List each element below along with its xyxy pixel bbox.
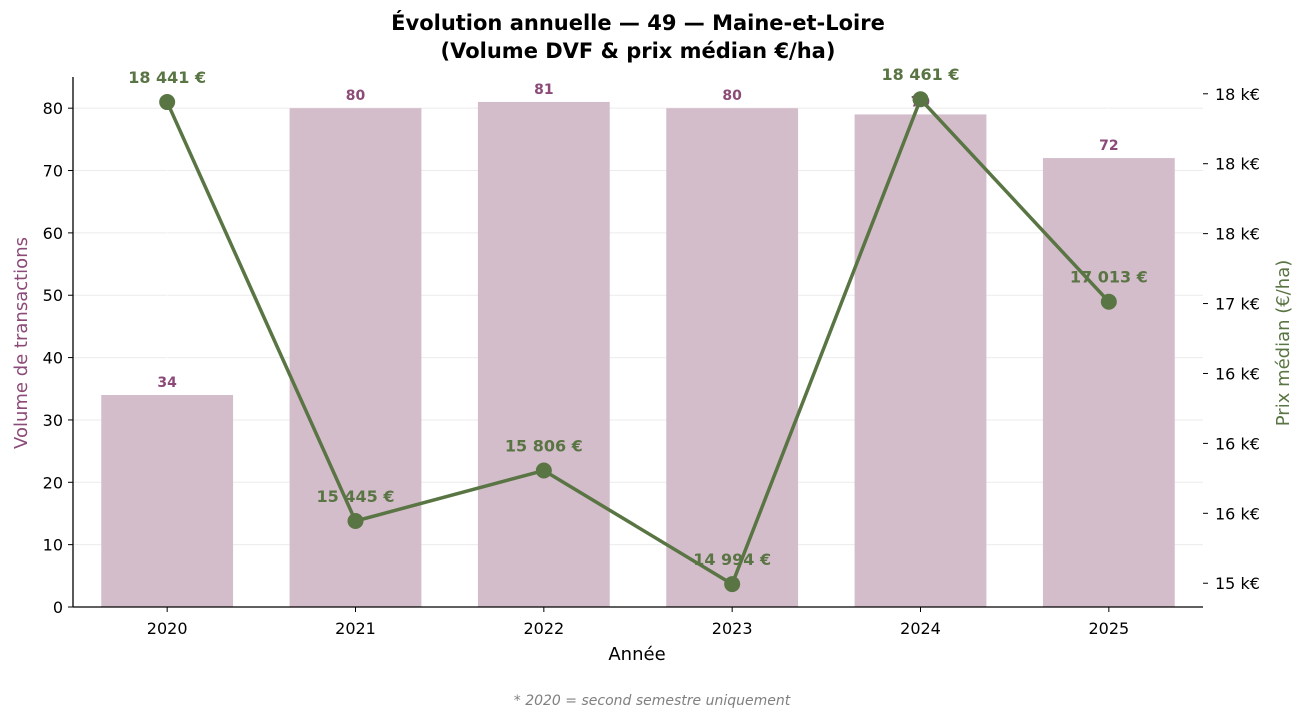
- y-left-tick-label: 70: [43, 162, 63, 181]
- x-tick-label: 2022: [523, 619, 564, 638]
- y-axis-right-label: Prix médian (€/ha): [1273, 260, 1294, 427]
- chart-title-line2: (Volume DVF & prix médian €/ha): [441, 39, 836, 63]
- price-value-label: 15 445 €: [317, 487, 395, 506]
- price-value-label: 17 013 €: [1070, 268, 1148, 287]
- price-point: [159, 94, 176, 111]
- bar-value-label: 81: [534, 82, 553, 98]
- price-point: [535, 462, 552, 479]
- bar-series: [101, 101, 1175, 608]
- price-line-series: 18 441 € 15 445 € 15 806 € 14 994 € 18 461 €…: [128, 65, 1148, 593]
- y-right-tick-label: 18 k€: [1215, 225, 1260, 244]
- bar: [666, 108, 799, 608]
- x-tick-label: 2024: [900, 619, 941, 638]
- bar: [101, 395, 234, 607]
- bar: [1042, 158, 1175, 607]
- price-point: [347, 512, 364, 529]
- price-line: [165, 97, 1111, 586]
- y-left-tick-label: 10: [43, 536, 63, 555]
- y-left-tick-label: 50: [43, 286, 63, 305]
- y-left-tick-label: 20: [43, 473, 63, 492]
- bar: [477, 101, 610, 608]
- x-axis-label: Année: [608, 644, 665, 665]
- bar: [289, 108, 422, 608]
- y-right-tick-label: 17 k€: [1215, 295, 1260, 314]
- price-point: [724, 576, 741, 593]
- bar: [854, 114, 987, 607]
- bar-value-label: 34: [157, 375, 177, 391]
- y-left-tick-label: 80: [43, 99, 63, 118]
- chart-title-line1: Évolution annuelle — 49 — Maine-et-Loire: [391, 10, 885, 35]
- price-value-label: 14 994 €: [693, 550, 771, 569]
- x-tick-label: 2023: [712, 619, 753, 638]
- y-right-tick-label: 18 k€: [1215, 155, 1260, 174]
- bar-value-label: 80: [346, 88, 366, 104]
- y-right-tick-label: 16 k€: [1215, 364, 1260, 383]
- bar-value-label: 72: [1099, 138, 1118, 154]
- x-tick-label: 2025: [1088, 619, 1129, 638]
- y-left-tick-label: 30: [43, 411, 63, 430]
- price-point: [912, 91, 929, 108]
- x-tick-label: 2021: [335, 619, 376, 638]
- y-right-tick-label: 16 k€: [1215, 434, 1260, 453]
- bar-value-label: 80: [722, 88, 742, 104]
- footnote: * 2020 = second semestre uniquement: [514, 693, 791, 709]
- axes: 0 10 20 30 40 50 60 70 80 15 k€ 16 k€ 16 k€ 16 k€ 17 …: [43, 77, 1260, 638]
- y-left-tick-label: 60: [43, 224, 63, 243]
- y-axis-left-label: Volume de transactions: [11, 237, 32, 449]
- y-right-tick-label: 16 k€: [1215, 504, 1260, 523]
- price-value-label: 18 441 €: [128, 68, 206, 87]
- y-right-tick-label: 15 k€: [1215, 574, 1260, 593]
- y-left-tick-label: 40: [43, 349, 63, 368]
- price-value-label: 18 461 €: [882, 65, 960, 84]
- y-left-tick-label: 0: [53, 598, 63, 617]
- price-point: [1100, 293, 1117, 310]
- y-right-tick-label: 18 k€: [1215, 85, 1260, 104]
- price-value-label: 15 806 €: [505, 437, 583, 456]
- x-tick-label: 2020: [147, 619, 188, 638]
